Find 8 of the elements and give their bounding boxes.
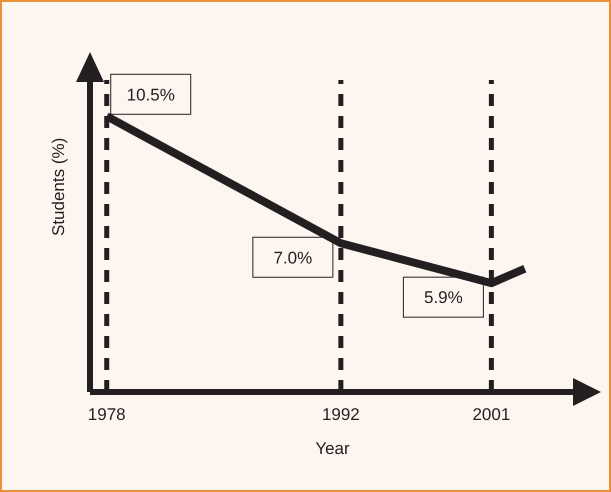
x-tick-label: 2001 xyxy=(472,405,510,424)
data-label: 5.9% xyxy=(424,288,463,308)
y-axis-title: Students (%) xyxy=(49,138,68,236)
data-label: 10.5% xyxy=(126,85,175,104)
x-tick-label: 1978 xyxy=(88,405,126,424)
x-tick-label: 1992 xyxy=(322,405,360,424)
data-label: 7.0% xyxy=(273,248,312,268)
x-axis-title: Year xyxy=(315,439,350,458)
